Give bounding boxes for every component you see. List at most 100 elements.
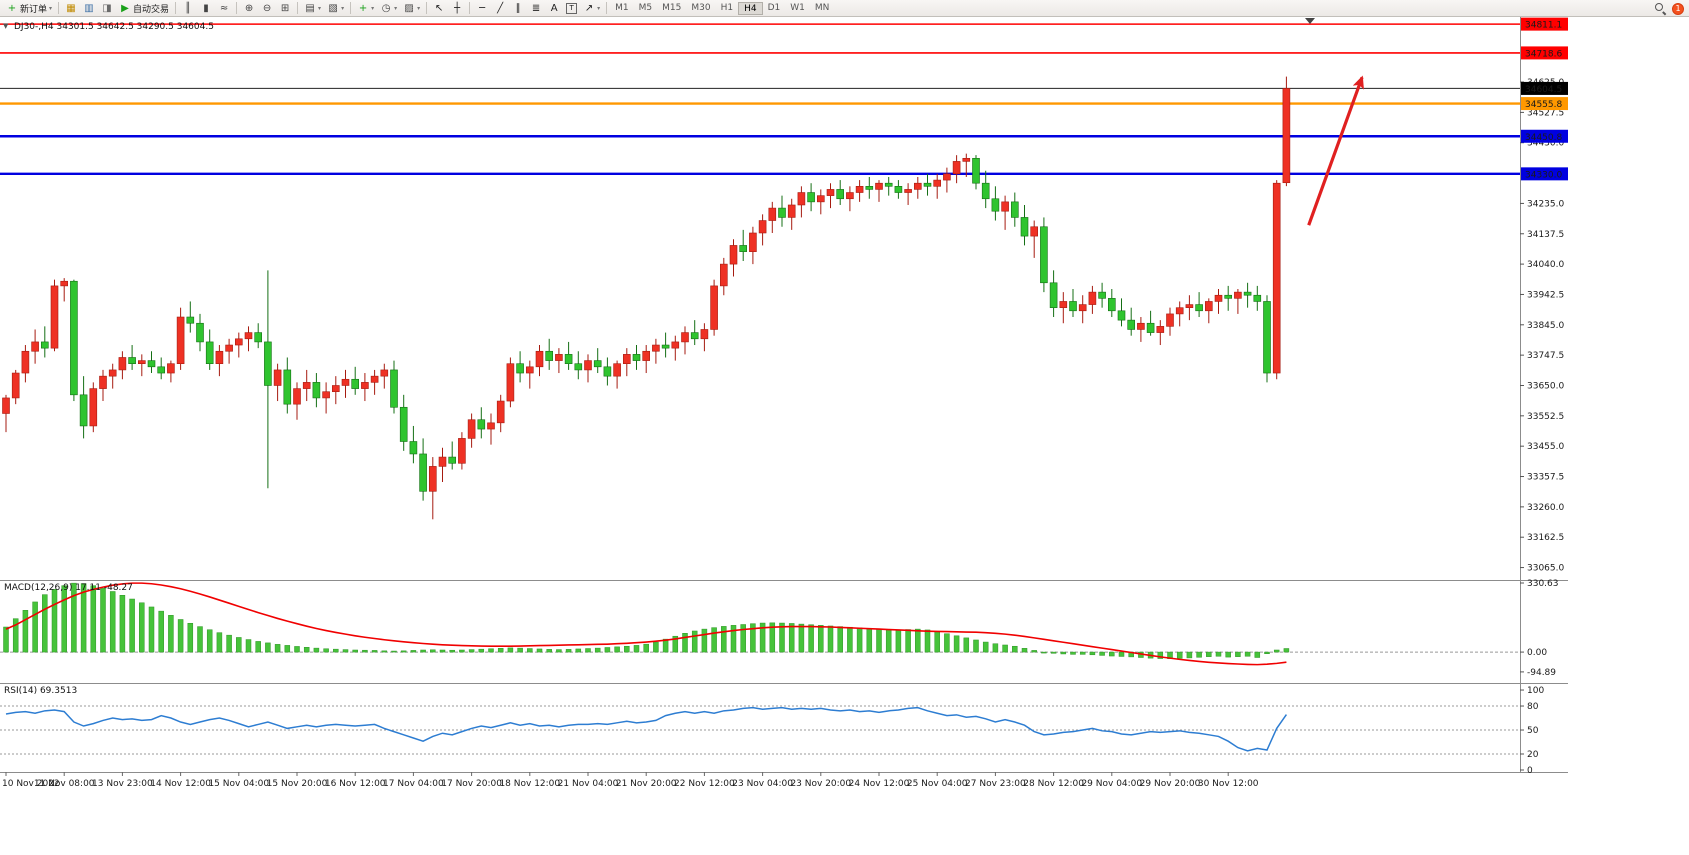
time-tick-label: 28 Nov 12:00 [1023,779,1084,789]
macd-bar [3,626,9,653]
macd-bar [168,615,174,653]
candle-body [710,285,718,330]
crosshair-button[interactable]: ┼ [448,1,466,16]
chart-shift-marker[interactable] [1305,18,1315,24]
macd-bar [614,646,620,653]
search-icon[interactable] [1654,2,1667,15]
fibonacci-icon: ≣ [531,2,541,14]
candle-body [118,357,127,371]
macd-bar [1273,649,1280,653]
candle-body [933,179,942,187]
templates-button[interactable]: ▨ ▾ [400,1,423,16]
cursor-button[interactable]: ↖ [430,1,448,16]
price-tick-label: 33455.0 [1527,442,1564,452]
fibonacci-button[interactable]: ≣ [527,1,545,16]
zoom-in-button[interactable]: ⊕ [240,1,258,16]
price-tick-label: 33845.0 [1527,321,1564,331]
text-button[interactable]: A [545,1,563,16]
macd-bar [71,582,77,653]
autotrading-button[interactable]: ▶ 自动交易 [116,1,172,16]
price-tick-label: 34235.0 [1527,199,1564,209]
candle-body [749,232,757,252]
arrange-windows-button[interactable]: ▤ ▾ [301,1,324,16]
line-chart-button[interactable]: ≈ [215,1,233,16]
timeframe-button-h4[interactable]: H4 [738,1,763,15]
chart-canvas[interactable]: 34625.034527.534430.034235.034137.534040… [0,17,1568,792]
equidistant-channel-icon: ∥ [515,2,521,14]
macd-bar [400,650,407,653]
macd-bar [22,610,29,653]
candlestick-chart-button[interactable]: ▮ [197,1,215,16]
candle-body [807,192,815,203]
arrow-annotation[interactable] [1307,75,1364,226]
trendline-button[interactable]: ╱ [491,1,509,16]
periods-button[interactable]: ◷ ▾ [377,1,400,16]
candle-body [225,344,233,352]
timeframe-button-m1[interactable]: M1 [615,2,629,13]
candle-body [952,161,961,175]
chevron-down-icon: ▾ [394,4,398,12]
macd-bar [721,626,727,653]
candle-body [923,182,932,187]
macd-bar [546,649,552,653]
candle-body [778,207,786,218]
macd-bar [80,583,87,653]
new-order-button[interactable]: + 新订单 ▾ [3,1,55,16]
candle-body [1049,282,1058,308]
timeframe-button-m5[interactable]: M5 [638,2,653,13]
candle-body [89,388,98,427]
timeframe-button-m30[interactable]: M30 [691,2,711,13]
arrows-button[interactable]: ↗ ▾ [580,1,603,16]
timeframe-button-w1[interactable]: W1 [790,2,805,13]
indicator-axes[interactable]: 330.63 0.00 -94.89 100 80 50 20 0 [1520,579,1559,776]
macd-bar [769,622,776,653]
bar-chart-button[interactable]: ║ [179,1,197,16]
timeframe-button-h1[interactable]: H1 [720,2,734,13]
price-tick-label: 34040.0 [1527,260,1564,270]
macd-bar [895,629,902,653]
cascade-windows-button[interactable]: ▧ ▾ [324,1,347,16]
profiles-button[interactable]: ▥ [80,1,98,16]
macd-bar [313,647,320,653]
candle-body [264,341,272,386]
one-click-trading-toggle[interactable]: ▼ [3,22,9,30]
notification-badge[interactable]: 1 [1672,2,1684,15]
horizontal-line-button[interactable]: ─ [473,1,491,16]
indicators-button[interactable]: + ▾ [354,1,377,16]
candle-body [293,388,301,405]
toolbar-separator [606,2,608,14]
timeframe-button-mn[interactable]: MN [814,2,830,13]
text-label-button[interactable]: T [563,1,580,16]
charts-grid-button[interactable]: ▦ [62,1,80,16]
candle-body [1030,226,1038,237]
candle-body [826,189,835,196]
macd-bar [527,648,533,653]
candle-body [632,354,641,361]
macd-bar [575,648,582,653]
crosshair-icon: ┼ [454,2,461,14]
candlesticks [2,76,1291,520]
candle-body [671,341,680,349]
timeframe-button-d1[interactable]: D1 [767,2,781,13]
candle-body [613,363,621,377]
candle-body [661,344,670,349]
channel-button[interactable]: ∥ [509,1,527,16]
candle-body [758,220,767,234]
price-label-text: 34811.1 [1525,21,1562,31]
terminal-button[interactable]: ◨ [98,1,116,16]
candle-body [690,332,699,340]
macd-bar [924,629,931,653]
price-axis[interactable]: 34625.034527.534430.034235.034137.534040… [1520,17,1568,574]
zoom-out-button[interactable]: ⊖ [258,1,276,16]
macd-bar [885,629,892,653]
timeframe-button-m15[interactable]: M15 [662,2,682,13]
candle-body [205,341,214,365]
macd-bar [1089,651,1096,656]
toolbar-group: ↖ ┼ [430,1,466,16]
candle-body [1069,301,1077,312]
macd-bar [333,648,339,653]
autotrading-icon: ▶ [121,2,129,14]
tile-windows-button[interactable]: ⊞ [276,1,294,16]
candle-body [60,280,69,287]
